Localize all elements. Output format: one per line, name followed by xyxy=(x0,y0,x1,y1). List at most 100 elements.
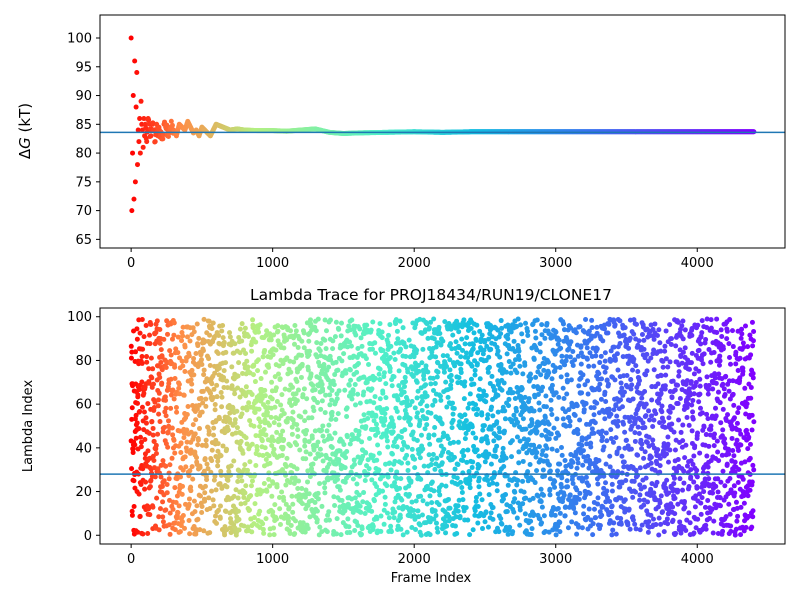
lambda-point xyxy=(376,371,382,377)
lambda-point xyxy=(168,352,174,358)
lambda-point xyxy=(658,493,664,499)
lambda-point xyxy=(287,443,293,449)
lambda-point xyxy=(548,431,554,437)
lambda-point xyxy=(643,401,649,407)
lambda-point xyxy=(457,419,463,425)
lambda-point xyxy=(306,439,312,445)
lambda-point xyxy=(332,430,338,436)
lambda-point xyxy=(455,508,461,514)
lambda-point xyxy=(357,400,363,406)
lambda-point xyxy=(667,409,673,415)
lambda-point xyxy=(610,439,616,445)
lambda-point xyxy=(236,527,242,533)
lambda-point xyxy=(420,346,426,352)
lambda-point xyxy=(260,526,266,532)
lambda-point xyxy=(294,442,300,448)
lambda-point xyxy=(379,335,385,341)
lambda-point xyxy=(608,509,614,515)
lambda-point xyxy=(335,411,341,417)
lambda-point xyxy=(570,459,576,465)
lambda-point xyxy=(155,466,161,472)
lambda-point xyxy=(662,348,668,354)
lambda-point xyxy=(189,464,195,470)
lambda-point xyxy=(628,377,634,383)
lambda-point xyxy=(437,393,443,399)
lambda-point xyxy=(306,491,312,497)
delta-g-point xyxy=(135,127,141,133)
lambda-point xyxy=(229,383,235,389)
lambda-point xyxy=(426,325,432,331)
lambda-point xyxy=(517,522,523,528)
lambda-point xyxy=(533,374,539,380)
lambda-point xyxy=(430,452,436,458)
lambda-point xyxy=(535,391,541,397)
lambda-point xyxy=(280,428,286,434)
delta-g-y-axis-label: ΔG (kT) xyxy=(16,103,34,159)
delta-g-x-tick-label: 2000 xyxy=(398,256,431,271)
lambda-point xyxy=(128,355,134,361)
lambda-point xyxy=(580,477,586,483)
lambda-point xyxy=(243,483,249,489)
delta-g-y-tick-label: 85 xyxy=(75,118,92,133)
lambda-point xyxy=(615,367,621,373)
lambda-point xyxy=(377,321,383,327)
lambda-point xyxy=(512,496,518,502)
lambda-point xyxy=(270,352,276,358)
lambda-point xyxy=(418,476,424,482)
lambda-point xyxy=(139,354,145,360)
lambda-point xyxy=(163,405,169,411)
lambda-point xyxy=(425,369,431,375)
lambda-point xyxy=(547,486,553,492)
lambda-point xyxy=(459,485,465,491)
lambda-point xyxy=(651,490,657,496)
lambda-point xyxy=(184,439,190,445)
lambda-point xyxy=(627,526,633,532)
lambda-point xyxy=(589,317,595,323)
lambda-point xyxy=(581,503,587,509)
lambda-point xyxy=(549,382,555,388)
lambda-point xyxy=(320,433,326,439)
lambda-point xyxy=(276,363,282,369)
lambda-point xyxy=(435,369,441,375)
lambda-point xyxy=(433,354,439,360)
lambda-point xyxy=(598,353,604,359)
lambda-point xyxy=(219,328,225,334)
lambda-point xyxy=(210,497,216,503)
lambda-point xyxy=(323,328,329,334)
lambda-point xyxy=(639,522,645,528)
lambda-point xyxy=(547,476,553,482)
lambda-point xyxy=(560,416,566,422)
lambda-point xyxy=(643,413,649,419)
lambda-point xyxy=(141,409,147,415)
lambda-point xyxy=(256,433,262,439)
lambda-point xyxy=(307,451,313,457)
lambda-point xyxy=(414,414,420,420)
lambda-point xyxy=(482,459,488,465)
lambda-point xyxy=(510,361,516,367)
lambda-point xyxy=(298,414,304,420)
lambda-point xyxy=(147,512,153,518)
lambda-point xyxy=(587,490,593,496)
lambda-point xyxy=(531,408,537,414)
lambda-point xyxy=(613,531,619,537)
lambda-point xyxy=(560,321,566,327)
lambda-point xyxy=(444,363,450,369)
lambda-point xyxy=(567,418,573,424)
lambda-point xyxy=(264,328,270,334)
lambda-point xyxy=(488,510,494,516)
lambda-point xyxy=(338,320,344,326)
lambda-point xyxy=(539,322,545,328)
lambda-point xyxy=(451,439,457,445)
lambda-point xyxy=(305,503,311,509)
lambda-point xyxy=(299,486,305,492)
lambda-point xyxy=(567,354,573,360)
lambda-point xyxy=(388,343,394,349)
lambda-point xyxy=(327,402,333,408)
lambda-point xyxy=(445,394,451,400)
lambda-point xyxy=(514,370,520,376)
lambda-point xyxy=(516,348,522,354)
lambda-point xyxy=(297,447,303,453)
lambda-point xyxy=(239,411,245,417)
lambda-point xyxy=(280,361,286,367)
lambda-point xyxy=(133,412,139,418)
